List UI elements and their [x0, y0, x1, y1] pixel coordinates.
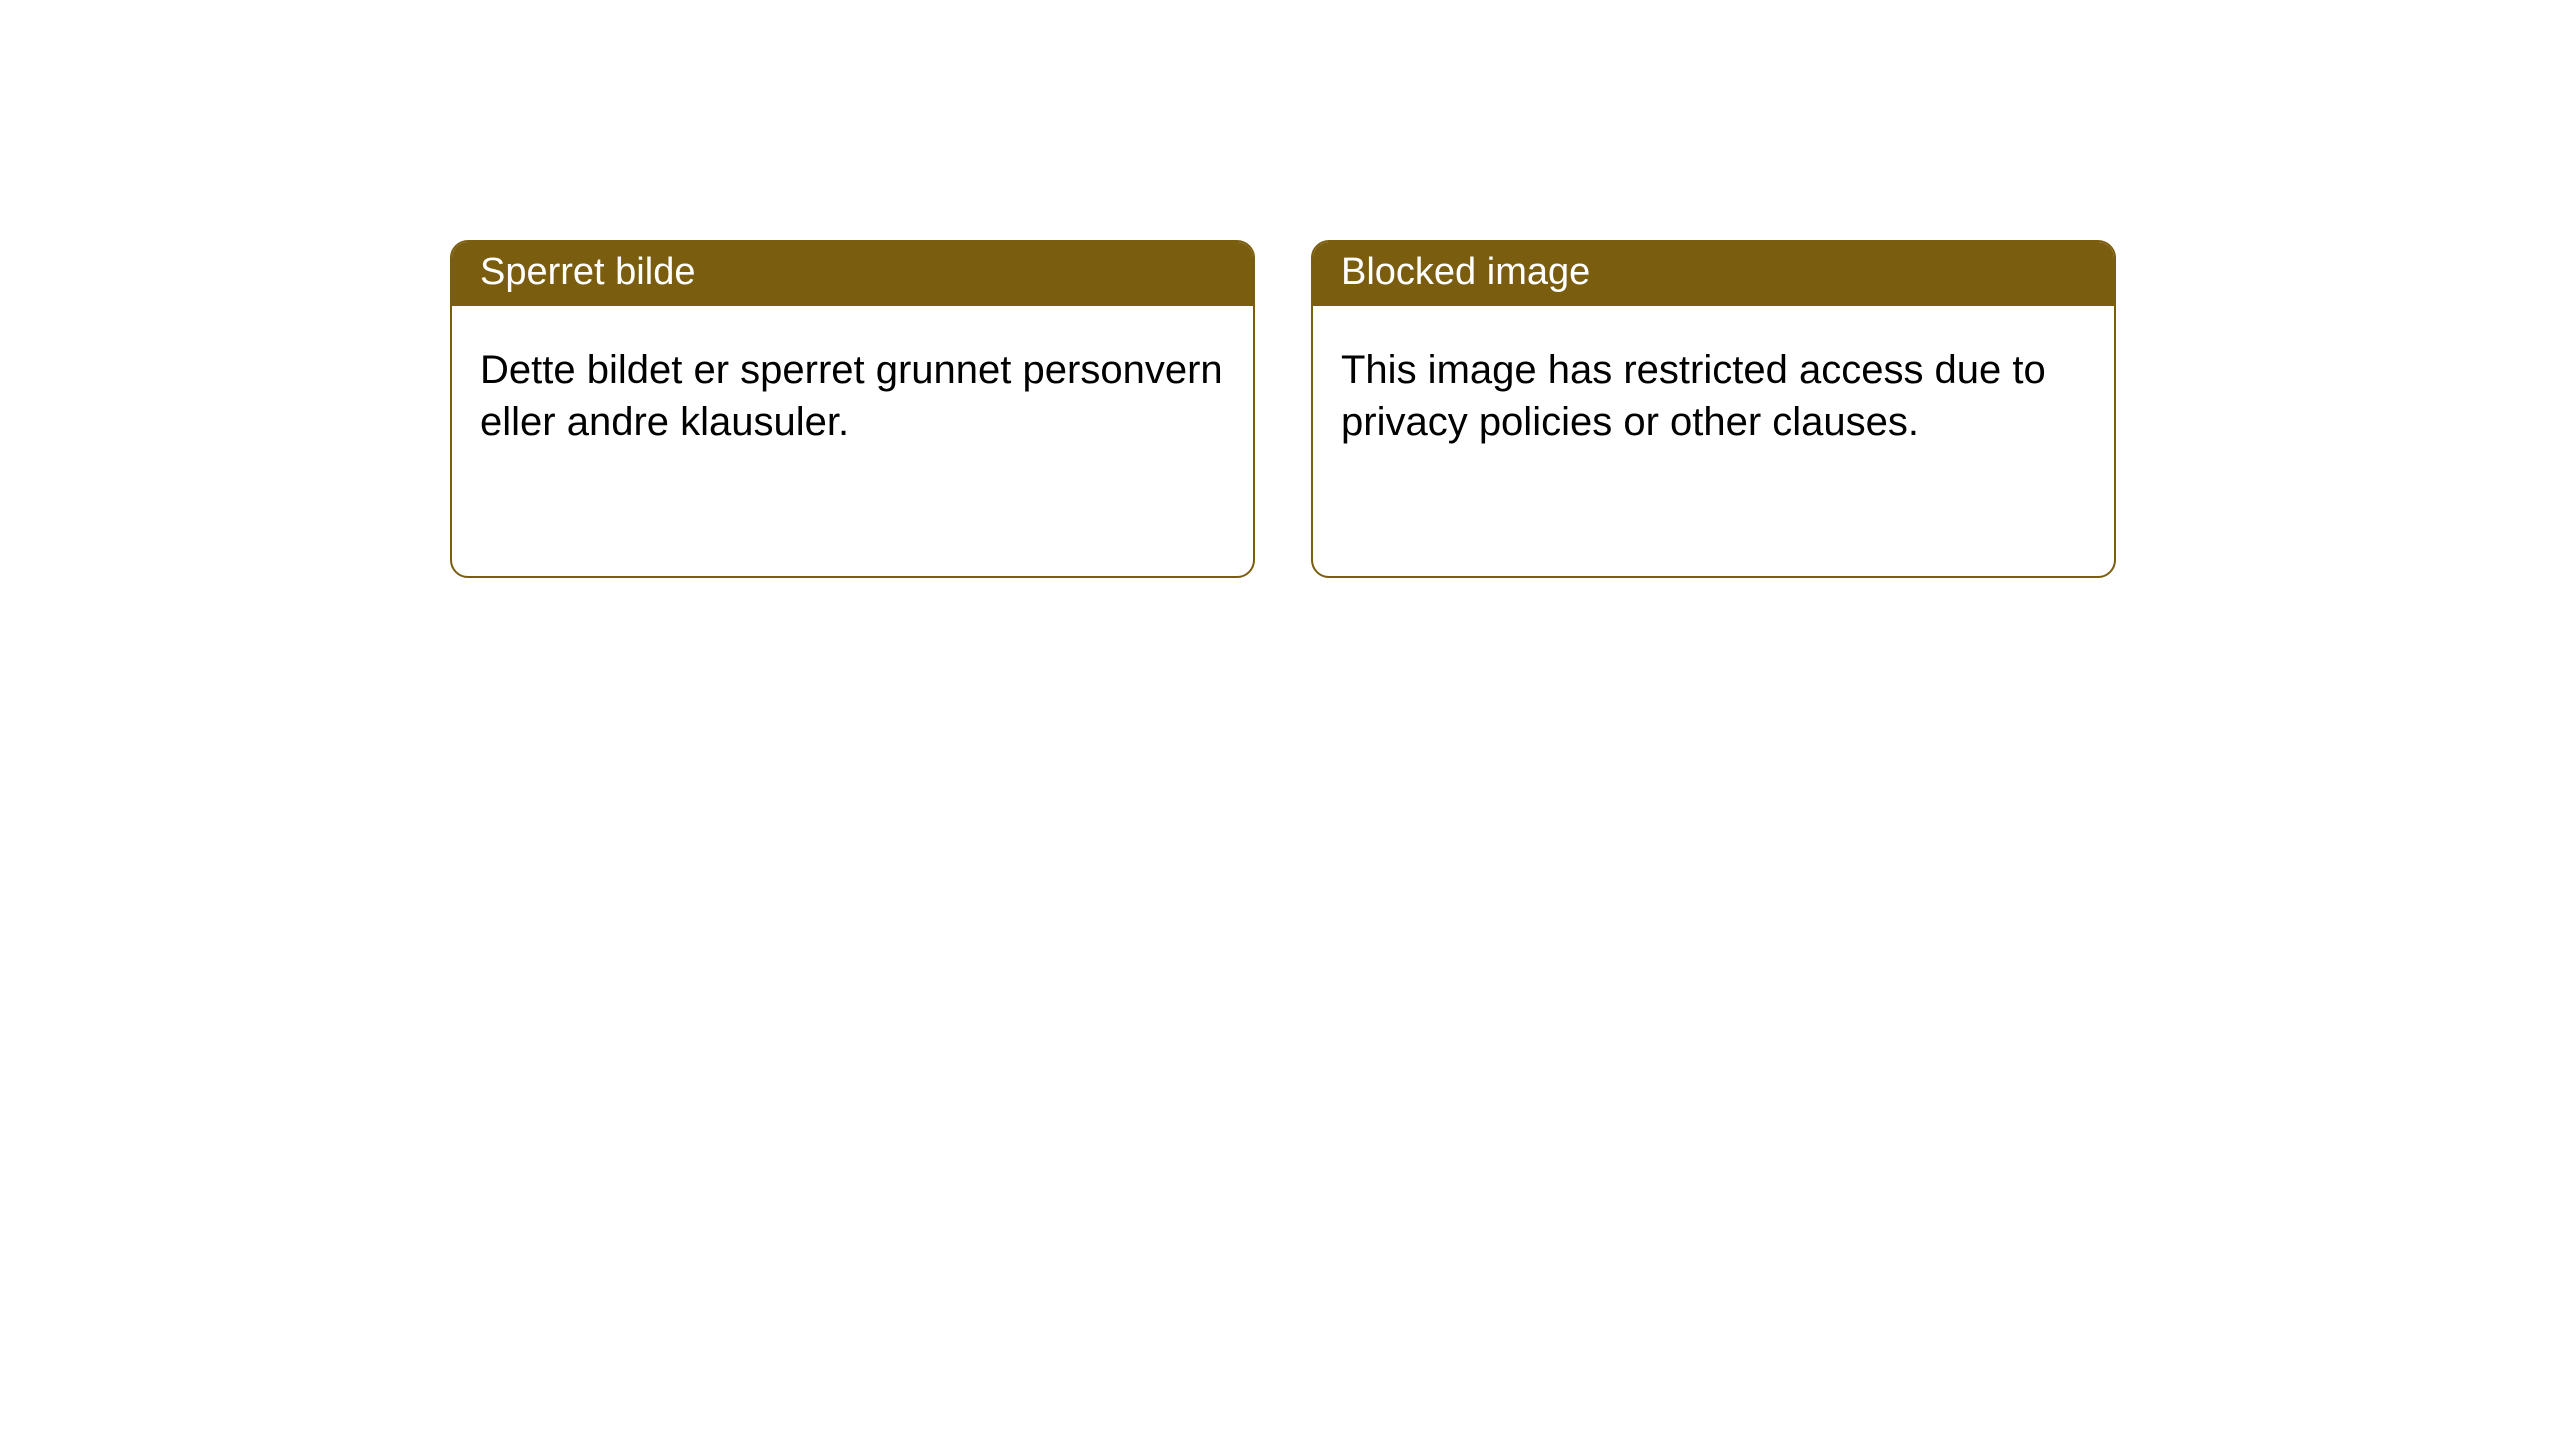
notice-header: Sperret bilde: [452, 242, 1253, 306]
notice-header: Blocked image: [1313, 242, 2114, 306]
notice-card-norwegian: Sperret bilde Dette bildet er sperret gr…: [450, 240, 1255, 578]
notice-card-english: Blocked image This image has restricted …: [1311, 240, 2116, 578]
notice-body: This image has restricted access due to …: [1313, 306, 2114, 476]
notice-container: Sperret bilde Dette bildet er sperret gr…: [0, 0, 2560, 578]
notice-body: Dette bildet er sperret grunnet personve…: [452, 306, 1253, 476]
